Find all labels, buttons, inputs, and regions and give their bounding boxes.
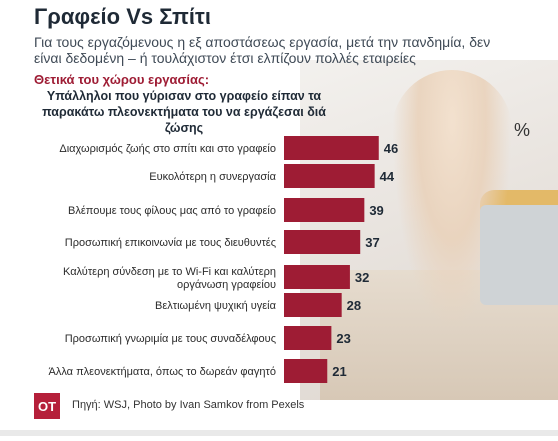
category-label: Καλύτερη σύνδεση με το Wi-Fi και καλύτερ…	[63, 266, 276, 291]
category-label: Διαχωρισμός ζωής στο σπίτι και στο γραφε…	[59, 143, 276, 155]
chart-title: Γραφείο Vs Σπίτι	[34, 4, 211, 29]
category-label: Άλλα πλεονεκτήματα, όπως το δωρεάν φαγητ…	[49, 366, 277, 378]
unit-label: %	[514, 120, 531, 140]
bar-value-label: 23	[336, 331, 350, 346]
background-photo	[300, 60, 558, 400]
footer-divider	[0, 430, 558, 436]
bar	[284, 164, 375, 188]
ot-logo: OT	[34, 393, 60, 419]
chart-subtitle: Για τους εργαζόμενους η εξ αποστάσεως ερ…	[34, 34, 491, 66]
category-label: Προσωπική γνωριμία με τους συναδέλφους	[65, 333, 276, 345]
bar	[284, 293, 342, 317]
bar-value-label: 46	[384, 141, 398, 156]
category-label: Βελτιωμένη ψυχική υγεία	[155, 300, 277, 312]
section-heading: Θετικά του χώρου εργασίας:	[34, 72, 210, 87]
bar	[284, 136, 379, 160]
survey-question: Υπάλληλοι που γύρισαν στο γραφείο είπαν …	[42, 89, 326, 135]
bar	[284, 265, 350, 289]
bar-value-label: 37	[365, 235, 379, 250]
category-label: Προσωπική επικοινωνία με τους διευθυντές	[65, 237, 276, 249]
category-label: Ευκολότερη η συνεργασία	[149, 171, 276, 183]
bar	[284, 359, 328, 383]
bar	[284, 230, 361, 254]
bar-value-label: 44	[380, 169, 395, 184]
bar-value-label: 28	[347, 298, 361, 313]
bar-value-label: 32	[355, 270, 369, 285]
photo-laptop	[480, 205, 558, 305]
bar	[284, 326, 332, 350]
bar-value-label: 39	[369, 203, 383, 218]
bar	[284, 198, 365, 222]
bar-value-label: 21	[332, 364, 346, 379]
category-label: Βλέπουμε τους φίλους μας από το γραφείο	[68, 205, 276, 217]
source-caption: Πηγή: WSJ, Photo by Ivan Samkov from Pex…	[72, 399, 305, 411]
